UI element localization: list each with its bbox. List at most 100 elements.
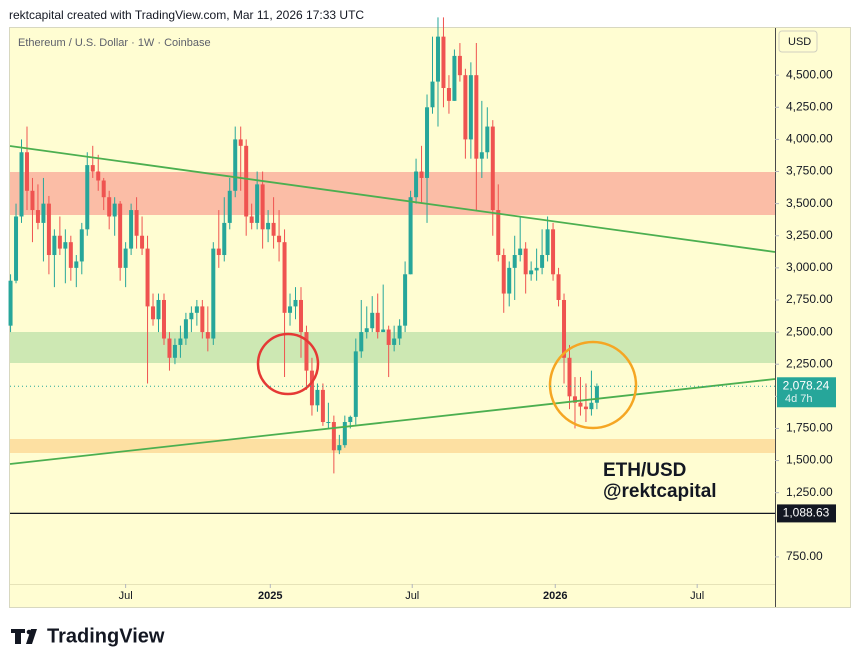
candle-body: [118, 203, 123, 268]
candle-body: [551, 229, 556, 275]
y-tick-label: 3,500.00: [786, 196, 833, 210]
candle-body: [386, 329, 391, 345]
x-tick-label: 2026: [543, 590, 567, 602]
y-tick-label: 1,250.00: [786, 485, 833, 499]
candle-body: [222, 222, 227, 256]
candle-body: [578, 402, 583, 407]
candle-body: [277, 235, 282, 243]
candle-body: [474, 75, 479, 159]
candle-body: [14, 216, 19, 281]
candle-body: [304, 332, 309, 371]
candle-body: [540, 255, 545, 268]
candle-body: [556, 274, 561, 300]
currency: USD: [788, 36, 811, 48]
candle-body: [140, 235, 145, 249]
candle-body: [123, 248, 128, 268]
level-label: 1,088.63: [783, 506, 830, 520]
annotation: @rektcapital: [603, 481, 717, 502]
chart-title: Ethereum / U.S. Dollar · 1W · Coinbase: [18, 37, 211, 49]
candle-body: [534, 267, 539, 271]
candle-body: [479, 152, 484, 159]
candle-body: [320, 389, 325, 423]
candle-body: [129, 210, 134, 249]
candle-body: [364, 328, 369, 333]
candle-body: [216, 248, 221, 256]
last-price-label: 2,078.24: [783, 378, 830, 392]
candle-body: [452, 55, 457, 101]
y-tick-label: 4,250.00: [786, 99, 833, 113]
candle-body: [518, 248, 523, 256]
y-tick-label: 3,750.00: [786, 164, 833, 178]
header: rektcapital created with TradingView.com…: [9, 8, 364, 22]
y-tick-label: 3,000.00: [786, 260, 833, 274]
candle-body: [529, 270, 534, 275]
candle-body: [567, 357, 572, 397]
upper-trendline: [9, 145, 776, 253]
candle-body: [30, 190, 35, 211]
candle-body: [282, 242, 287, 313]
logo-dot: [26, 629, 32, 635]
candle-body: [8, 280, 13, 326]
candle-body: [260, 184, 265, 230]
candle-body: [414, 171, 419, 198]
candle-body: [485, 126, 490, 153]
candle-body: [512, 255, 517, 268]
candle-body: [496, 210, 501, 256]
candle-body: [227, 190, 232, 223]
candle-body: [233, 139, 238, 191]
level-label-box: [777, 504, 836, 523]
candle-body: [101, 180, 106, 198]
y-tick-label: 750.00: [786, 549, 823, 563]
candle-body: [288, 306, 293, 313]
highlight-circle: [548, 340, 638, 430]
support-zone: [10, 332, 775, 363]
x-tick-label: Jul: [405, 590, 419, 602]
candle-body: [134, 210, 139, 236]
y-tick-label: 4,500.00: [786, 67, 833, 81]
candle-body: [435, 36, 440, 82]
candle-body: [167, 338, 172, 358]
candle-body: [96, 171, 101, 181]
candle-body: [353, 351, 358, 417]
candle-body: [211, 248, 216, 339]
candle-body: [271, 222, 276, 236]
candle-body: [375, 312, 380, 333]
x-tick-label: Jul: [690, 590, 704, 602]
candle-body: [326, 422, 331, 424]
candle-body: [501, 255, 506, 294]
candle-body: [145, 248, 150, 307]
candle-body: [545, 229, 550, 256]
candle-body: [463, 75, 468, 140]
candle-body: [594, 386, 599, 403]
candle-body: [408, 197, 413, 275]
annotation: ETH/USD: [603, 460, 686, 481]
logo-icon: [11, 629, 37, 644]
candle-body: [397, 325, 402, 339]
brand-logo: TradingView: [11, 625, 165, 647]
candle-body: [562, 299, 567, 358]
y-tick-label: 1,500.00: [786, 453, 833, 467]
candle-body: [359, 332, 364, 352]
candle-body: [298, 299, 303, 333]
candle-body: [266, 222, 271, 230]
candle-body: [583, 406, 588, 410]
candle-body: [183, 319, 188, 339]
candle-body: [342, 422, 347, 446]
candle-body: [430, 81, 435, 108]
y-tick-label: 2,500.00: [786, 324, 833, 338]
candle-body: [331, 422, 336, 451]
candle-body: [441, 36, 446, 89]
candle-body: [572, 396, 577, 403]
y-tick-label: 3,250.00: [786, 228, 833, 242]
candle-body: [35, 210, 40, 223]
candle-body: [68, 242, 73, 268]
candle-body: [309, 370, 314, 406]
plot: [8, 17, 599, 474]
candle-body: [205, 332, 210, 339]
candle-body: [200, 306, 205, 333]
candle-body: [490, 126, 495, 211]
candle-body: [52, 235, 57, 256]
candle-body: [41, 203, 46, 223]
